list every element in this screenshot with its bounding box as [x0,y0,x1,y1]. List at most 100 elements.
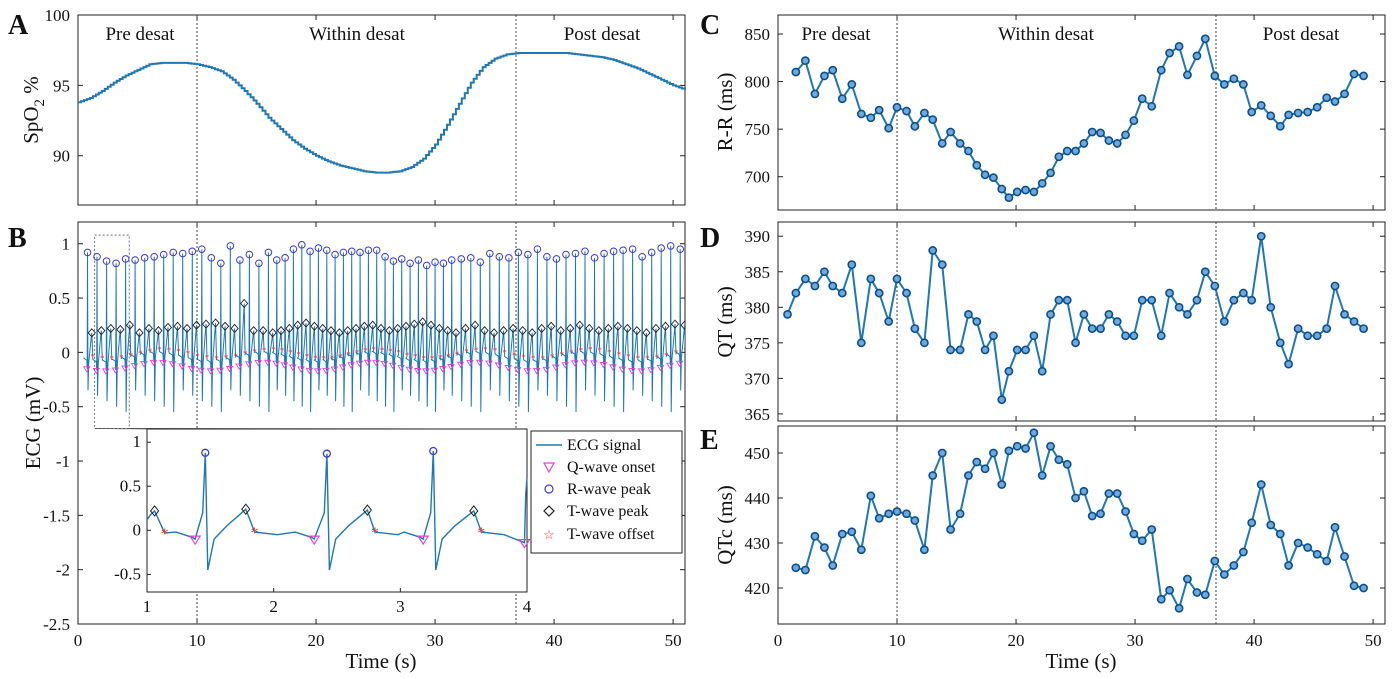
r-wave-peak-marker [356,248,364,257]
rr-point [1229,74,1239,84]
xtick-label: 0 [774,631,783,650]
rr-point [1284,110,1293,120]
ytick-label: 375 [745,334,771,353]
t-wave-peak-marker [163,322,173,333]
r-wave-peak-marker [236,256,244,264]
t-wave-offset-marker: * [252,347,257,357]
rr-point [902,106,911,116]
qtc-point [1200,590,1210,600]
q-wave-onset-marker [466,360,474,367]
qt-point [919,338,929,348]
r-wave-peak-marker [140,254,149,262]
q-wave-onset-marker [130,363,139,370]
r-wave-peak-marker [93,252,101,261]
r-wave-peak-marker [562,250,570,259]
ytick-label: -2 [56,561,70,580]
panel-c-frame [777,14,1386,211]
t-wave-offset-marker: * [214,354,219,364]
rr-point [937,139,947,148]
q-wave-onset-marker [102,368,110,375]
xtick-label: 20 [308,631,325,650]
r-wave-peak-marker [457,255,466,263]
qt-point [828,281,838,291]
panel-c: C 700 750 800 850 Pre desat Within desat Po… [700,10,1386,211]
qtc-point [910,516,920,525]
t-wave-peak-marker [135,328,144,338]
q-wave-onset-marker [609,364,617,371]
t-wave-offset-marker: * [233,351,238,361]
t-wave-offset-marker: * [502,348,507,358]
inset-q-onset-marker [417,535,430,546]
r-wave-peak-marker [255,259,263,268]
t-wave-offset-marker: * [512,350,517,360]
qt-point [1062,295,1072,305]
q-wave-onset-marker [599,362,608,369]
qtc-point [1247,518,1257,528]
qt-point [783,309,792,319]
t-wave-peak-marker [585,323,594,334]
ytick-label: 90 [53,147,70,166]
q-wave-onset-marker [532,368,541,375]
q-wave-onset-marker [322,367,330,375]
qtc-point [1012,441,1022,451]
ytick-label: 420 [745,579,771,598]
t-wave-peak-marker [556,325,565,336]
inset-ytick-label: 0.5 [120,476,141,495]
t-wave-offset-marker: * [396,348,401,358]
qt-point [1192,295,1202,305]
ytick-label: 800 [745,73,771,92]
t-wave-peak-marker [661,321,670,331]
t-wave-offset-marker: * [559,350,564,360]
qtc-point [1129,529,1139,539]
panel-e-label: E [700,425,719,456]
t-wave-offset-marker: * [413,352,418,362]
t-wave-offset-marker: * [607,347,612,357]
r-wave-peak-marker [289,245,298,253]
segment-label-pre-c: Pre desat [801,24,871,45]
r-wave-peak-marker [486,249,494,258]
r-wave-peak-marker [83,248,92,257]
t-wave-offset-marker: * [313,353,318,363]
xtick-label: 10 [889,631,906,650]
panel-e: E 420 430 440 450 0 10 20 30 40 50 QTc (ms) Time … [700,425,1386,673]
rr-point [1071,146,1080,156]
qtc-point [837,529,847,539]
t-wave-offset-marker: * [167,345,172,355]
qt-point [856,338,866,348]
qt-point [1012,345,1022,355]
q-wave-onset-marker [513,367,522,374]
r-wave-peak-marker [389,257,398,265]
inset-ytick-label: -0.5 [114,564,141,583]
q-wave-onset-marker [168,361,177,368]
ytick-label: 370 [745,369,771,388]
ytick-label: 100 [45,6,71,25]
q-wave-onset-marker [297,366,305,373]
r-wave-peak-marker [581,247,589,256]
ytick-label: -2.5 [43,615,70,634]
q-wave-onset-marker [637,368,646,375]
qtc-point [1037,471,1047,480]
ytick-label: 440 [745,489,771,508]
qtc-point [1071,493,1080,503]
t-wave-offset-marker: * [531,354,536,364]
qtc-point [1349,581,1359,591]
r-wave-peak-marker [364,246,373,255]
q-wave-onset-marker [244,361,253,368]
inset-xtick-label: 4 [523,597,532,616]
qt-point [1165,288,1174,298]
qtc-point [902,509,911,519]
q-wave-onset-marker [305,367,314,375]
ytick-label: -1.5 [43,506,70,525]
qt-point [1174,302,1184,312]
qtc-point [1219,570,1229,579]
qt-point [1104,309,1114,319]
legend-t-marker [543,505,555,517]
rr-point [955,139,965,148]
ecg-signal-line [83,244,685,413]
r-wave-peak-marker [600,249,608,258]
q-wave-onset-marker [628,368,636,375]
rr-point [1247,107,1257,117]
t-wave-peak-marker [106,323,115,334]
qtc-point [1330,522,1340,532]
panel-a: A 90 95 100 Pre desat Within desat Post de… [8,6,686,206]
